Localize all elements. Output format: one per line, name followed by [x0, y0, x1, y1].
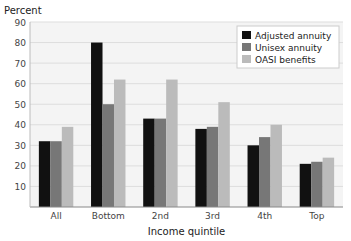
bar — [50, 141, 61, 207]
legend-label: OASI benefits — [255, 55, 316, 65]
bar — [270, 125, 281, 207]
bar — [62, 127, 73, 207]
legend-swatch — [242, 43, 251, 51]
bar — [155, 119, 166, 207]
bar — [195, 129, 206, 207]
y-tick-label: 60 — [15, 79, 27, 89]
chart: 10 20 30 40 50 60 70 80 90 All Bottom 2nd 3rd 4th Top I… — [0, 0, 351, 241]
plot-background — [30, 22, 343, 207]
bar — [323, 158, 334, 207]
x-tick-label: 4th — [257, 211, 272, 221]
y-tick-label: 90 — [15, 18, 27, 28]
x-tick-label: All — [50, 211, 61, 221]
y-tick-label: 80 — [15, 38, 27, 48]
y-tick-label: 40 — [15, 120, 27, 130]
chart-container: 10 20 30 40 50 60 70 80 90 All Bottom 2nd 3rd 4th Top I… — [0, 0, 351, 241]
bar — [103, 104, 114, 207]
bar — [207, 127, 218, 207]
legend-label: Unisex annuity — [255, 43, 323, 53]
legend-swatch — [242, 31, 251, 39]
legend: Adjusted annuity Unisex annuity OASI benef… — [237, 26, 339, 68]
grid-line — [30, 22, 343, 23]
y-axis-line — [30, 22, 31, 207]
legend-box — [237, 26, 339, 68]
grid-line — [30, 186, 343, 187]
bar — [218, 102, 229, 207]
grid-line — [30, 145, 343, 146]
x-tick-label: Top — [308, 211, 324, 221]
bar — [39, 141, 50, 207]
y-tick-label: 10 — [15, 182, 27, 192]
legend-label: Adjusted annuity — [255, 31, 332, 41]
grid — [30, 22, 343, 186]
grid-line — [30, 165, 343, 166]
legend-swatch — [242, 55, 251, 63]
grid-line — [30, 104, 343, 105]
y-tick-label: 30 — [15, 141, 27, 151]
x-tick-label: 2nd — [152, 211, 169, 221]
y-axis-label: Percent — [4, 5, 42, 16]
bar — [248, 145, 259, 207]
bar — [300, 164, 311, 207]
y-tick-label: 50 — [15, 100, 27, 110]
bar — [143, 119, 154, 207]
grid-line — [30, 83, 343, 84]
bar — [259, 137, 270, 207]
bar — [311, 162, 322, 207]
grid-line — [30, 124, 343, 125]
x-tick-label: 3rd — [205, 211, 220, 221]
y-tick-label: 20 — [15, 161, 27, 171]
bar — [114, 80, 125, 207]
x-tick-label: Bottom — [92, 211, 125, 221]
y-tick-label: 70 — [15, 59, 27, 69]
bar — [91, 43, 102, 207]
x-axis-label: Income quintile — [148, 226, 225, 237]
bar — [166, 80, 177, 207]
x-axis-line — [30, 207, 343, 208]
